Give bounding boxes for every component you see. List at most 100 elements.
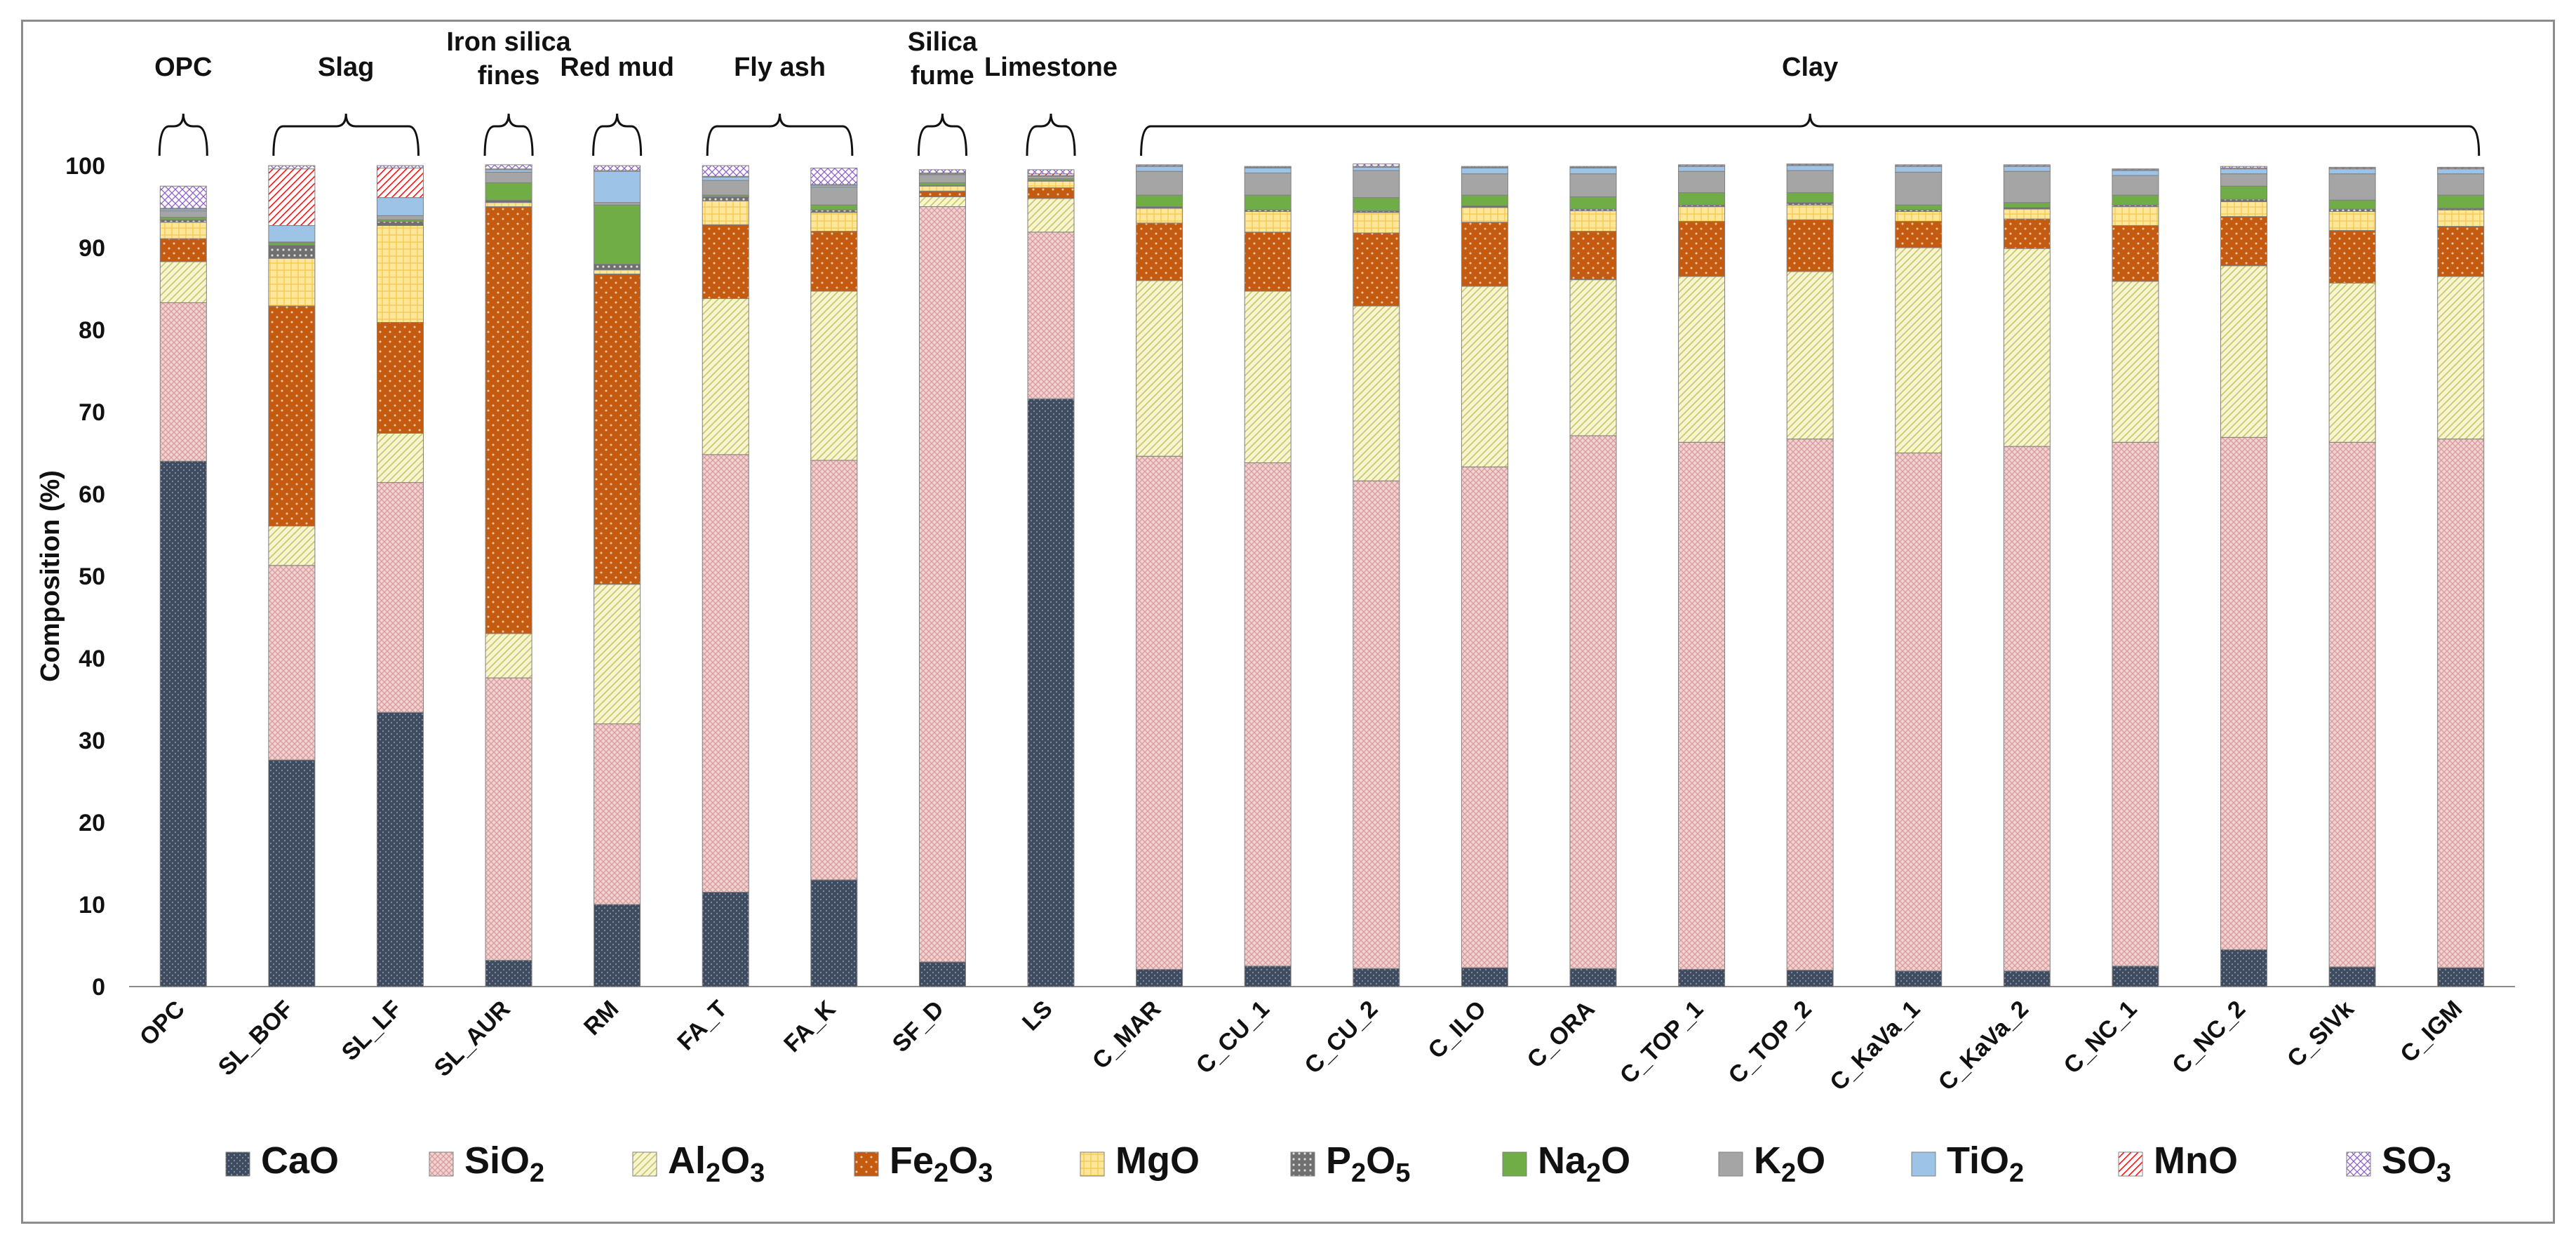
bar-segment-MgO-C_TOP_2 bbox=[1786, 204, 1834, 220]
bar-segment-SO3-C_TOP_1 bbox=[1678, 164, 1726, 166]
bar-segment-SO3-C_ILO bbox=[1461, 166, 1508, 168]
bar-segment-MgO-C_CU_1 bbox=[1244, 211, 1292, 233]
x-tick-label: C_NC_2 bbox=[2167, 996, 2250, 1079]
legend-swatch-MnO bbox=[2118, 1151, 2143, 1177]
group-bracket bbox=[1026, 113, 1076, 156]
bar-segment-CaO-C_NC_2 bbox=[2220, 949, 2268, 987]
bar-segment-K2O-LS bbox=[1027, 175, 1075, 180]
bar-segment-SiO2-LS bbox=[1027, 232, 1075, 399]
bar-segment-SO3-SL_AUR bbox=[485, 164, 532, 170]
bar-segment-K2O-C_SIVk bbox=[2328, 173, 2376, 201]
bar-segment-CaO-LS bbox=[1027, 398, 1075, 987]
legend-swatch-MgO bbox=[1080, 1151, 1105, 1177]
legend-swatch-K2O bbox=[1718, 1151, 1743, 1177]
bar-segment-Na2O-RM bbox=[593, 204, 641, 265]
bar-segment-Na2O-OPC bbox=[159, 217, 207, 220]
y-tick-label: 10 bbox=[79, 892, 105, 919]
y-tick-label: 40 bbox=[79, 646, 105, 672]
bar-segment-TiO2-C_ILO bbox=[1461, 168, 1508, 175]
bar-segment-K2O-RM bbox=[593, 202, 641, 206]
bar-segment-Fe2O3-SF_D bbox=[918, 190, 966, 197]
legend-swatch-TiO2 bbox=[1911, 1151, 1936, 1177]
group-label: Silica bbox=[908, 27, 978, 57]
y-tick-label: 70 bbox=[79, 399, 105, 426]
bar-segment-K2O-C_TOP_2 bbox=[1786, 170, 1834, 194]
group-bracket bbox=[1140, 113, 2481, 156]
bar-segment-Na2O-C_TOP_1 bbox=[1678, 192, 1726, 206]
bar-segment-K2O-FA_T bbox=[702, 180, 749, 196]
bar-segment-CaO-FA_T bbox=[702, 891, 749, 987]
x-tick-label: C_NC_1 bbox=[2059, 996, 2142, 1079]
x-tick-label: SF_D bbox=[887, 996, 949, 1057]
bar-segment-K2O-SL_LF bbox=[376, 215, 424, 220]
bar-segment-Na2O-FA_K bbox=[810, 204, 858, 211]
bar-segment-MgO-C_SIVk bbox=[2328, 211, 2376, 231]
y-tick-label: 50 bbox=[79, 563, 105, 590]
bar-segment-Fe2O3-SL_AUR bbox=[485, 206, 532, 634]
group-label: Slag bbox=[318, 53, 374, 82]
bar-segment-CaO-C_KaVa_1 bbox=[1895, 970, 1943, 987]
bar-segment-TiO2-C_KaVa_2 bbox=[2003, 166, 2051, 172]
group-label: Fly ash bbox=[734, 53, 826, 82]
bar-segment-CaO-C_IGM bbox=[2437, 967, 2485, 987]
bar-segment-Na2O-C_SIVk bbox=[2328, 199, 2376, 210]
legend: CaO SiO2 Al2O3 Fe2O3 MgO P2O5 Na2O K2O TiO2 MnO SO… bbox=[225, 1140, 2451, 1188]
bar-segment-MgO-SL_LF bbox=[376, 225, 424, 323]
bar-segment-Fe2O3-C_IGM bbox=[2437, 226, 2485, 277]
bar-segment-SO3-C_MAR bbox=[1136, 164, 1183, 166]
y-tick-label: 20 bbox=[79, 810, 105, 836]
bar-segment-TiO2-C_ORA bbox=[1569, 168, 1617, 175]
bar-segment-Fe2O3-C_ILO bbox=[1461, 222, 1508, 287]
bar-segment-K2O-OPC bbox=[159, 210, 207, 218]
bar-segment-Al2O3-C_MAR bbox=[1136, 280, 1183, 457]
bar-segment-SO3-SL_BOF bbox=[268, 165, 316, 170]
legend-label-CaO: CaO bbox=[261, 1140, 339, 1182]
legend-swatch-Fe2O3 bbox=[854, 1151, 879, 1177]
bar-segment-CaO-C_NC_1 bbox=[2112, 966, 2159, 987]
y-tick-label: 60 bbox=[79, 481, 105, 508]
x-tick-label: SL_BOF bbox=[213, 996, 299, 1081]
bar-segment-SO3-C_KaVa_1 bbox=[1895, 164, 1943, 166]
bars: OPC SL_BOF SL_LF SL_AUR RM FA_T FA_K SF_D LS C_MA… bbox=[135, 163, 2485, 1096]
bar-segment-SiO2-C_KaVa_2 bbox=[2003, 446, 2051, 972]
legend-label-P2O5: P2O5 bbox=[1326, 1140, 1410, 1188]
legend-label-SO3: SO3 bbox=[2382, 1140, 2451, 1188]
bar-segment-K2O-C_IGM bbox=[2437, 173, 2485, 196]
bar-segment-Fe2O3-C_TOP_2 bbox=[1786, 219, 1834, 272]
bar-segment-Al2O3-C_TOP_1 bbox=[1678, 276, 1726, 443]
bar-segment-K2O-C_MAR bbox=[1136, 171, 1183, 196]
bar-segment-TiO2-C_NC_2 bbox=[2220, 168, 2268, 175]
bar-segment-MgO-C_MAR bbox=[1136, 208, 1183, 224]
bar-segment-MgO-SL_AUR bbox=[485, 202, 532, 207]
bar-segment-SiO2-C_NC_2 bbox=[2220, 436, 2268, 950]
bar-segment-K2O-C_ORA bbox=[1569, 173, 1617, 197]
bar-segment-Al2O3-FA_T bbox=[702, 298, 749, 455]
bar-segment-Fe2O3-RM bbox=[593, 273, 641, 585]
bar-segment-SiO2-C_TOP_2 bbox=[1786, 439, 1834, 971]
x-tick-label: C_CU_1 bbox=[1191, 996, 1275, 1079]
bar-segment-SiO2-SL_AUR bbox=[485, 677, 532, 961]
bar-segment-Fe2O3-C_MAR bbox=[1136, 222, 1183, 281]
group-bracket bbox=[592, 113, 643, 156]
bar-segment-SiO2-SF_D bbox=[918, 206, 966, 963]
bar-segment-CaO-SL_LF bbox=[376, 712, 424, 987]
bar-segment-MgO-C_ORA bbox=[1569, 210, 1617, 232]
bar-segment-Fe2O3-LS bbox=[1027, 187, 1075, 199]
bar-segment-Fe2O3-C_SIVk bbox=[2328, 229, 2376, 283]
legend-label-Na2O: Na2O bbox=[1538, 1140, 1630, 1188]
bar-segment-SiO2-RM bbox=[593, 723, 641, 905]
bar-segment-Al2O3-C_TOP_2 bbox=[1786, 271, 1834, 440]
bar-segment-SO3-SF_D bbox=[918, 169, 966, 174]
x-tick-label: FA_T bbox=[672, 996, 732, 1056]
bar-segment-CaO-RM bbox=[593, 904, 641, 987]
bar-segment-Al2O3-SF_D bbox=[918, 196, 966, 207]
bar-segment-CaO-FA_K bbox=[810, 879, 858, 987]
legend-label-SiO2: SiO2 bbox=[464, 1140, 544, 1188]
bar-segment-Na2O-C_KaVa_2 bbox=[2003, 202, 2051, 208]
bar-segment-SO3-C_KaVa_2 bbox=[2003, 164, 2051, 166]
bar-segment-Fe2O3-C_TOP_1 bbox=[1678, 221, 1726, 277]
bar-segment-SiO2-SL_BOF bbox=[268, 565, 316, 761]
bar-segment-SiO2-C_NC_1 bbox=[2112, 441, 2159, 967]
bar-segment-SO3-RM bbox=[593, 165, 641, 171]
x-tick-label: C_TOP_2 bbox=[1723, 996, 1816, 1089]
